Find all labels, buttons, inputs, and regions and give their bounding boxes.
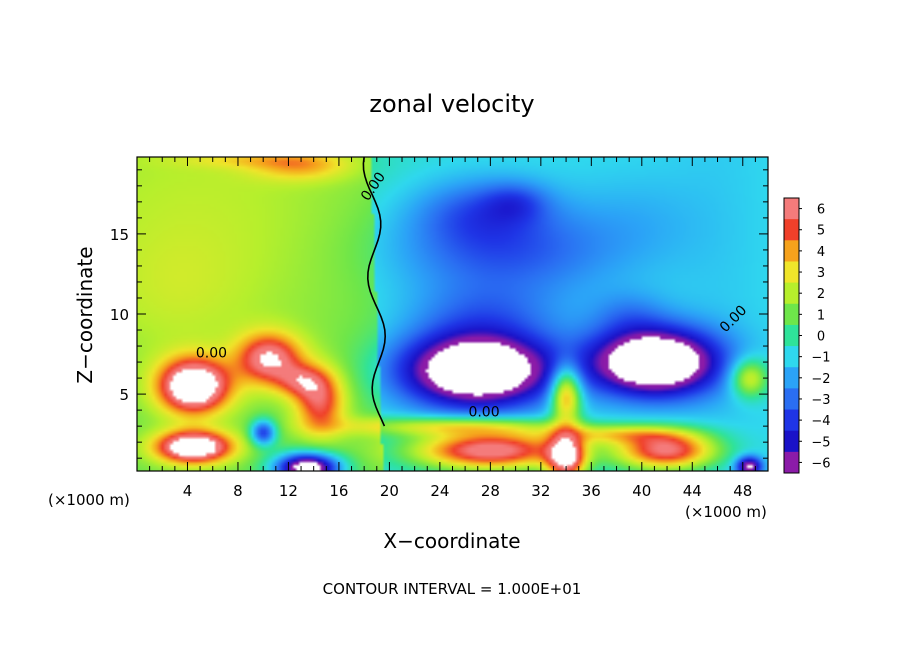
colorbar-swatch [784, 219, 799, 241]
x-unit-right: (×1000 m) [685, 503, 767, 521]
colorbar-swatch [784, 430, 799, 453]
colorbar-swatch [784, 346, 799, 368]
colorbar-tick-label: 1 [817, 308, 825, 323]
x-tick-label: 32 [531, 482, 550, 500]
x-tick-label: 16 [329, 482, 348, 500]
y-tick-label: 10 [110, 306, 129, 324]
zero-contour-line [362, 156, 387, 427]
colorbar: 6 5 4 3 2 1 0 −1 −2 −3 −4 −5 −6 [783, 197, 831, 474]
x-tick-label: 24 [430, 482, 449, 500]
colorbar-swatch [784, 324, 799, 347]
colorbar-tick-label: −6 [811, 456, 830, 471]
contour-interval-footer: CONTOUR INTERVAL = 1.000E+01 [323, 580, 582, 598]
colorbar-tick-label: 4 [817, 245, 825, 260]
x-unit-left: (×1000 m) [48, 491, 130, 509]
y-tick-label: 15 [110, 226, 129, 244]
colorbar-swatch [784, 409, 799, 432]
colorbar-tick-label: 6 [817, 203, 825, 218]
y-tick-label: 5 [119, 386, 129, 404]
chart-title: zonal velocity [369, 90, 534, 118]
x-tick-label: 4 [183, 482, 193, 500]
x-tick-label: 40 [632, 482, 651, 500]
colorbar-tick-label: 5 [817, 224, 825, 239]
x-tick-label: 20 [380, 482, 399, 500]
colorbar-tick-label: −3 [811, 393, 830, 408]
colorbar-swatch [784, 388, 799, 411]
colorbar-tick-label: −2 [811, 372, 830, 387]
colorbar-tick-label: 3 [817, 266, 825, 281]
colorbar-swatch [784, 261, 799, 284]
contour-label: 0.00 [468, 405, 499, 421]
x-tick-label: 44 [683, 482, 702, 500]
colorbar-tick-label: −1 [811, 351, 830, 366]
contour-label: 0.00 [196, 345, 227, 361]
plot-area: 0.000.000.000.00 [137, 156, 768, 471]
colorbar-swatch [784, 282, 799, 305]
x-tick-label: 8 [233, 482, 243, 500]
x-tick-label: 12 [279, 482, 298, 500]
colorbar-swatch [784, 451, 799, 474]
colorbar-swatch [784, 303, 799, 326]
colorbar-tick-label: −5 [811, 435, 830, 450]
colorbar-swatch [784, 240, 799, 262]
colorbar-swatch [784, 367, 799, 389]
colorbar-tick-label: −4 [811, 414, 830, 429]
velocity-field-image [137, 157, 768, 471]
y-axis-label: Z−coordinate [73, 246, 97, 383]
x-tick-label: 48 [733, 482, 752, 500]
x-axis-label: X−coordinate [383, 529, 520, 553]
colorbar-swatch [784, 198, 799, 220]
colorbar-tick-label: 0 [817, 330, 825, 345]
x-tick-label: 36 [582, 482, 601, 500]
colorbar-tick-label: 2 [817, 287, 825, 302]
x-tick-label: 28 [481, 482, 500, 500]
